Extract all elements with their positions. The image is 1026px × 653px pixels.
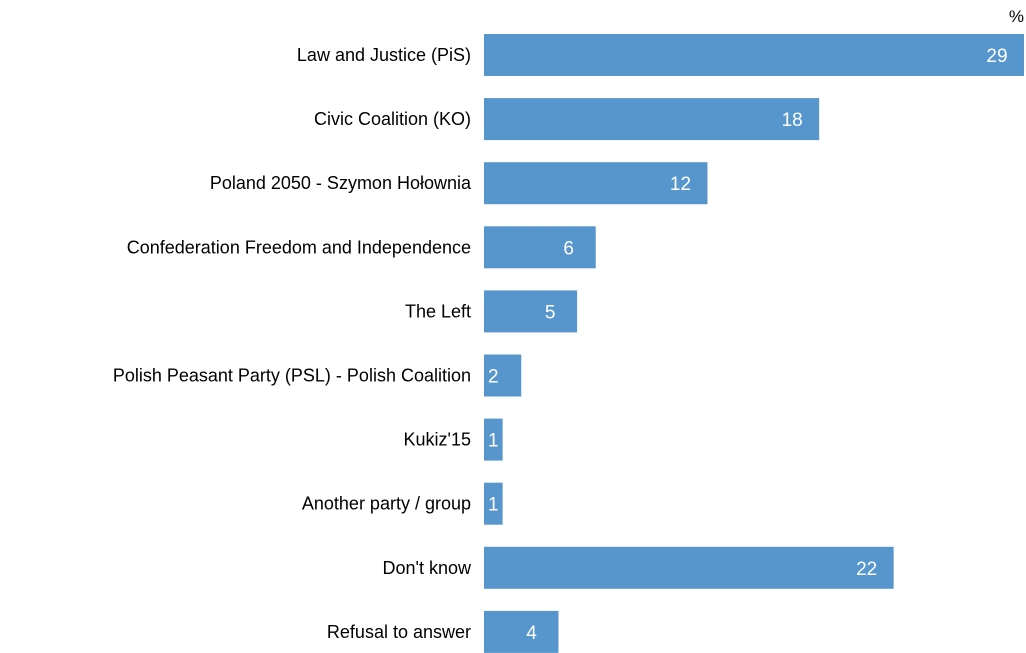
bars-group: Law and Justice (PiS) 29 Civic Coalition (…: [113, 34, 1024, 653]
bar-refusal-to-answer: [484, 610, 559, 653]
value-label-the-left: 5: [545, 302, 556, 323]
value-label-civic-coalition-ko: 18: [782, 110, 803, 131]
value-label-refusal-to-answer: 4: [526, 623, 537, 644]
value-label-another-party-group: 1: [488, 495, 499, 516]
bar-the-left: [484, 290, 578, 333]
bar-confederation-freedom-and-independence: [484, 226, 596, 269]
value-label-don-t-know: 22: [856, 559, 877, 580]
category-label-poland-2050-szymon-ho-ownia: Poland 2050 - Szymon Hołownia: [210, 173, 472, 193]
bar-another-party-group: [484, 482, 503, 525]
bar-law-and-justice-pis: [484, 34, 1024, 76]
bar-kukiz-15: [484, 418, 503, 461]
category-label-law-and-justice-pis: Law and Justice (PiS): [297, 45, 471, 65]
category-label-don-t-know: Don't know: [383, 558, 472, 578]
value-label-law-and-justice-pis: 29: [986, 46, 1007, 67]
bar-poland-2050-szymon-ho-ownia: [484, 162, 708, 205]
category-label-kukiz-15: Kukiz'15: [404, 430, 471, 450]
category-label-polish-peasant-party-psl-polish-coalition: Polish Peasant Party (PSL) - Polish Coal…: [113, 366, 471, 386]
value-label-poland-2050-szymon-ho-ownia: 12: [670, 174, 691, 195]
unit-label: %: [1009, 7, 1024, 26]
value-label-polish-peasant-party-psl-polish-coalition: 2: [488, 367, 499, 388]
bar-polish-peasant-party-psl-polish-coalition: [484, 354, 522, 397]
value-label-confederation-freedom-and-independence: 6: [563, 238, 574, 259]
value-label-kukiz-15: 1: [488, 431, 499, 452]
category-label-the-left: The Left: [405, 301, 471, 321]
category-label-confederation-freedom-and-independence: Confederation Freedom and Independence: [127, 237, 471, 257]
category-label-civic-coalition-ko: Civic Coalition (KO): [314, 109, 471, 129]
bar-don-t-know: [484, 546, 894, 589]
category-label-another-party-group: Another party / group: [302, 494, 471, 514]
bar-civic-coalition-ko: [484, 98, 820, 141]
category-label-refusal-to-answer: Refusal to answer: [327, 622, 471, 642]
